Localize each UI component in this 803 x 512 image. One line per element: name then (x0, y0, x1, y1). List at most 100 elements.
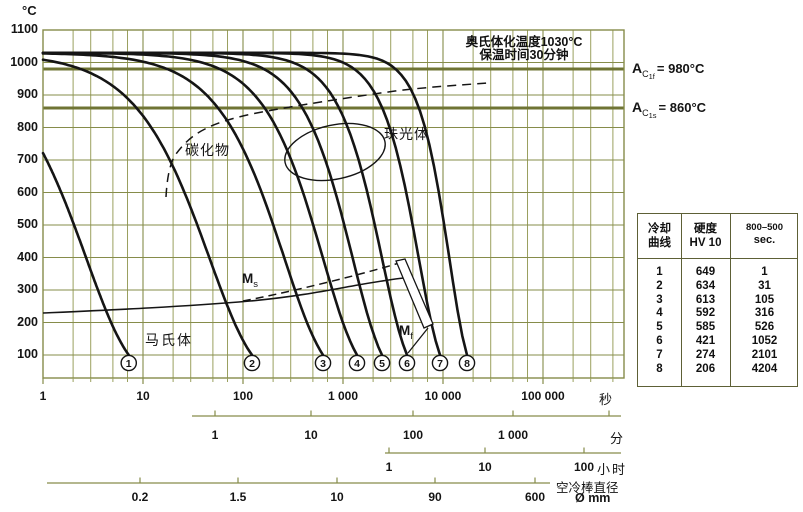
table-header-time-line2: sec. (753, 233, 776, 246)
x-hours-label-2: 100 (573, 460, 595, 474)
table-cell-hv10: 613 (695, 293, 716, 306)
table-cell-curve: 6 (656, 335, 663, 347)
x-seconds-label-3: 1 000 (327, 389, 359, 403)
table-row-5: 5 585 526 (638, 321, 797, 335)
diameter-unit-label: Ø mm (575, 491, 611, 505)
x-seconds-label-1: 10 (136, 389, 150, 403)
table-cell-curve: 2 (656, 279, 663, 292)
table-cell-hv10: 206 (695, 362, 716, 375)
mf-connector-line (407, 327, 429, 354)
ac1s-value: = 860°C (658, 100, 707, 115)
curve-marker-number-4: 4 (354, 358, 360, 370)
minutes-unit-label: 分 (610, 431, 624, 446)
table-cell-time: 526 (754, 321, 775, 334)
y-tick-label-200: 200 (17, 314, 38, 329)
table-row-3: 3 613 105 (638, 294, 797, 308)
table-row-4: 4 592 316 (638, 307, 797, 321)
x-diameter-label-4: 600 (524, 490, 546, 504)
curve-marker-number-2: 2 (249, 358, 255, 370)
table-cell-curve: 7 (656, 348, 663, 361)
table-header-curve-line2: 曲线 (648, 237, 671, 250)
table-cell-hv10: 634 (695, 279, 716, 292)
curve-marker-number-3: 3 (320, 358, 326, 370)
table-row-7: 7 274 2101 (638, 349, 797, 363)
carbide-region-label: 碳化物 (185, 142, 230, 158)
table-header-curve-line1: 冷却 (648, 223, 671, 235)
table-cell-hv10: 649 (695, 266, 716, 278)
table-row-1: 1 649 1 (638, 266, 797, 280)
table-cell-time: 316 (754, 307, 775, 320)
chart-title-line1: 奥氏体化温度1030°C (465, 35, 583, 49)
ms-extension-dashed (242, 262, 400, 302)
ac1s-label: AC1s= 860°C (632, 99, 707, 120)
ms-subscript: s (253, 279, 258, 290)
ac1s-subsub: 1s (648, 111, 657, 120)
table-cell-time: 1 (761, 266, 768, 278)
curve-marker-circle-4 (348, 354, 366, 372)
hours-unit-label: 小时 (597, 462, 628, 477)
curve-marker-circle-5 (373, 354, 391, 372)
cooling-curve-3 (41, 52, 325, 357)
table-row-2: 2 634 31 (638, 280, 797, 294)
table-header-divider (638, 258, 797, 259)
x-minutes-label-2: 100 (402, 428, 424, 442)
table-cell-time: 1052 (751, 335, 778, 347)
cooling-curve-2 (41, 58, 254, 357)
table-cell-hv10: 592 (695, 307, 716, 320)
ac1f-subsub: 1f (648, 72, 655, 81)
mf-band (395, 258, 434, 329)
y-tick-label-800: 800 (17, 119, 38, 134)
martensite-region-label: 马氏体 (145, 332, 193, 348)
table-header-time: 800–500 sec. (730, 222, 799, 248)
x-diameter-label-0: 0.2 (131, 490, 149, 504)
y-tick-label-400: 400 (17, 249, 38, 264)
y-tick-label-100: 100 (17, 347, 38, 361)
table-cell-curve: 3 (656, 293, 663, 306)
curve-marker-circle-3 (314, 354, 332, 372)
curve-marker-number-8: 8 (464, 358, 470, 370)
table-header-time-line1: 800–500 (746, 222, 783, 233)
table-cell-hv10: 274 (695, 348, 716, 361)
table-cell-time: 4204 (751, 362, 778, 375)
y-tick-label-300: 300 (17, 282, 38, 296)
x-minutes-label-0: 1 (211, 428, 219, 442)
table-cell-curve: 4 (656, 307, 663, 320)
curve-marker-number-7: 7 (437, 358, 443, 370)
y-tick-label-1000: 1000 (10, 54, 38, 69)
ms-line (42, 276, 409, 314)
curve-marker-number-1: 1 (126, 358, 132, 370)
table-cell-time: 105 (754, 293, 775, 306)
x-seconds-label-0: 1 (39, 389, 47, 403)
seconds-unit-label: 秒 (599, 392, 613, 407)
hardness-table: 冷却 曲线 硬度 HV 10 800–500 sec. 1 649 1 2 634 31 3… (637, 213, 798, 387)
table-header-hardness-line2: HV 10 (689, 237, 722, 250)
ac1s-sub: C (642, 108, 649, 118)
x-minutes-label-1: 10 (304, 428, 318, 442)
x-seconds-label-4: 10 000 (424, 389, 462, 403)
x-diameter-label-3: 90 (428, 490, 442, 504)
x-hours-label-1: 10 (478, 460, 492, 474)
y-tick-label-500: 500 (17, 217, 38, 231)
chart-title-line2: 保温时间30分钟 (479, 48, 569, 62)
table-row-8: 8 206 4204 (638, 363, 797, 377)
diameter-axis-title: 空冷棒直径 (556, 481, 619, 495)
ac1f-label: AC1f= 980°C (632, 60, 704, 81)
y-tick-label-1100: 1100 (10, 22, 38, 36)
cooling-curve-1 (41, 151, 130, 357)
table-cell-curve: 1 (656, 266, 663, 278)
table-row-6: 6 421 1052 (638, 335, 797, 349)
x-diameter-label-1: 1.5 (229, 490, 247, 504)
curve-marker-circle-6 (398, 354, 416, 372)
curve-marker-circle-8 (458, 354, 476, 372)
y-tick-label-900: 900 (17, 87, 38, 101)
ac1f-symbol: A (632, 60, 643, 76)
y-tick-label-700: 700 (17, 152, 38, 166)
x-seconds-label-5: 100 000 (521, 389, 565, 403)
table-header-hardness-line1: 硬度 (694, 223, 717, 235)
table-cell-time: 31 (758, 279, 771, 292)
ms-symbol: M (242, 271, 254, 286)
mf-subscript: f (410, 331, 413, 342)
y-axis-unit-label: °C (22, 3, 37, 18)
